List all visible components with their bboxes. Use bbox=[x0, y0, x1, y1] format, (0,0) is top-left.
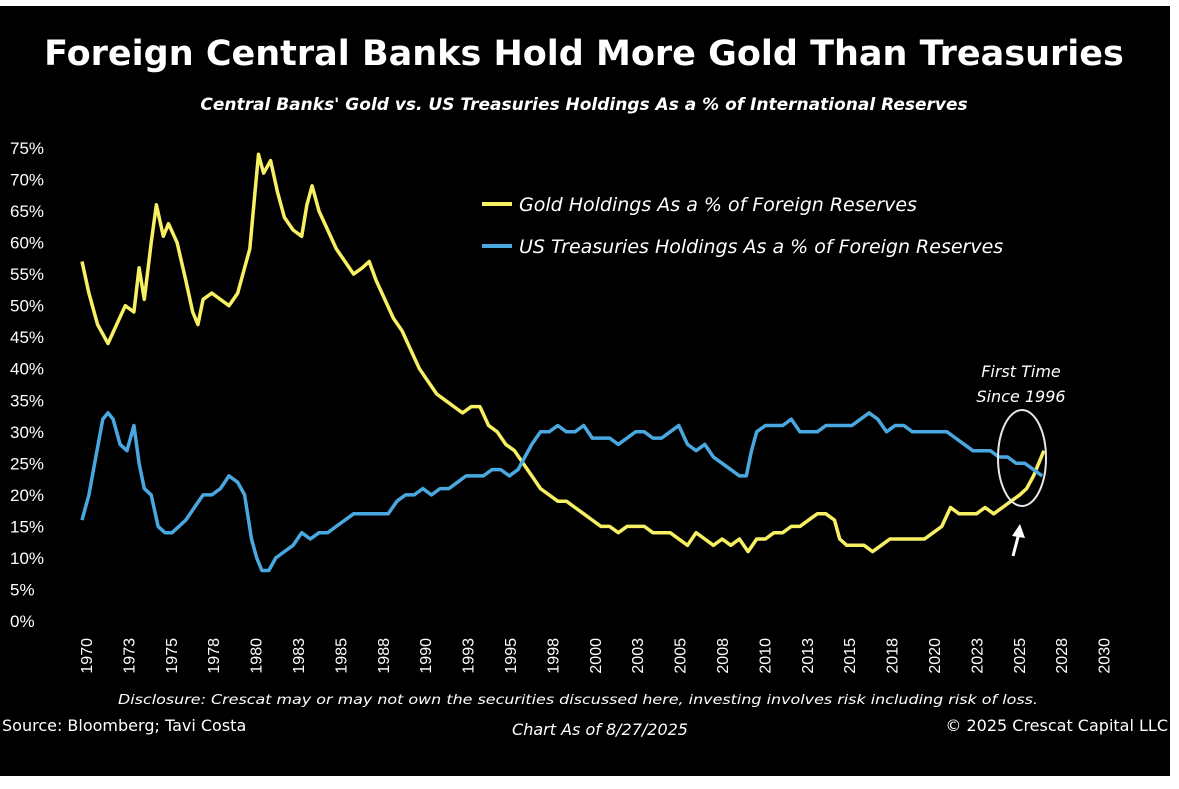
y-tick-label: 75% bbox=[10, 139, 44, 158]
source-text: Source: Bloomberg; Tavi Costa bbox=[2, 716, 246, 735]
x-tick-label: 2008 bbox=[715, 638, 732, 674]
y-tick-label: 20% bbox=[10, 486, 44, 505]
y-tick-label: 50% bbox=[10, 297, 44, 316]
treasuries-series-line bbox=[80, 411, 1044, 573]
annotation-arrow-head bbox=[1012, 524, 1025, 538]
annotation-line-2: Since 1996 bbox=[976, 387, 1065, 406]
x-tick-label: 1985 bbox=[333, 638, 350, 674]
chart-svg: Foreign Central Banks Hold More Gold Tha… bbox=[2, 34, 1168, 739]
x-tick-label: 2013 bbox=[800, 638, 817, 674]
x-tick-label: 1983 bbox=[291, 638, 308, 674]
x-tick-label: 2015 bbox=[842, 638, 859, 674]
x-tick-label: 1978 bbox=[206, 638, 223, 674]
y-tick-label: 30% bbox=[10, 423, 44, 442]
y-tick-label: 15% bbox=[10, 517, 44, 536]
x-tick-label: 2005 bbox=[673, 638, 690, 674]
x-tick-label: 2025 bbox=[1012, 638, 1029, 674]
chart-subtitle: Central Banks' Gold vs. US Treasuries Ho… bbox=[200, 95, 967, 115]
annotation-line-1: First Time bbox=[981, 362, 1061, 381]
x-tick-label: 2020 bbox=[927, 638, 944, 674]
x-tick-label: 2000 bbox=[588, 638, 605, 674]
copyright-text: © 2025 Crescat Capital LLC bbox=[945, 716, 1168, 735]
x-tick-label: 1980 bbox=[249, 638, 266, 674]
y-tick-label: 45% bbox=[10, 328, 44, 347]
y-tick-label: 70% bbox=[10, 171, 44, 190]
y-tick-label: 40% bbox=[10, 360, 44, 379]
x-tick-label: 2028 bbox=[1054, 638, 1071, 674]
chart-panel: Foreign Central Banks Hold More Gold Tha… bbox=[0, 6, 1170, 776]
x-tick-label: 1998 bbox=[545, 638, 562, 674]
y-tick-label: 25% bbox=[10, 454, 44, 473]
legend-label-treasuries: US Treasuries Holdings As a % of Foreign… bbox=[519, 236, 1003, 258]
legend-label-gold: Gold Holdings As a % of Foreign Reserves bbox=[519, 194, 917, 216]
chart-date-text: Chart As of 8/27/2025 bbox=[512, 720, 688, 739]
y-tick-label: 10% bbox=[10, 549, 44, 568]
y-tick-label: 35% bbox=[10, 391, 44, 410]
x-tick-label: 2023 bbox=[969, 638, 986, 674]
annotation: First Time Since 1996 bbox=[976, 362, 1066, 557]
y-tick-label: 55% bbox=[10, 265, 44, 284]
x-tick-label: 2010 bbox=[757, 638, 774, 674]
y-axis-tick-labels: 0% 5% 10% 15% 20% 25% 30% 35% 40% 45% 50% 55% 60% 65%… bbox=[10, 139, 44, 631]
x-tick-label: 1970 bbox=[79, 638, 96, 674]
gold-series-line bbox=[80, 152, 1046, 554]
x-tick-label: 2018 bbox=[885, 638, 902, 674]
x-tick-label: 1993 bbox=[461, 638, 478, 674]
y-tick-label: 0% bbox=[10, 612, 35, 631]
x-tick-label: 1995 bbox=[503, 638, 520, 674]
x-tick-label: 1988 bbox=[376, 638, 393, 674]
x-axis-tick-labels: 1970 1973 1975 1978 1980 1983 1985 1988 1990 1993… bbox=[79, 638, 1114, 674]
annotation-ellipse bbox=[997, 409, 1047, 507]
series-layer bbox=[80, 152, 1046, 573]
y-tick-label: 60% bbox=[10, 234, 44, 253]
x-tick-label: 1973 bbox=[121, 638, 138, 674]
y-tick-label: 5% bbox=[10, 580, 35, 599]
chart-title: Foreign Central Banks Hold More Gold Tha… bbox=[44, 34, 1124, 74]
x-tick-label: 2003 bbox=[630, 638, 647, 674]
x-tick-label: 1990 bbox=[418, 638, 435, 674]
disclosure-text: Disclosure: Crescat may or may not own t… bbox=[118, 693, 1038, 708]
y-tick-label: 65% bbox=[10, 202, 44, 221]
x-tick-label: 2030 bbox=[1097, 638, 1114, 674]
x-tick-label: 1975 bbox=[164, 638, 181, 674]
legend: Gold Holdings As a % of Foreign Reserves… bbox=[482, 194, 1003, 258]
